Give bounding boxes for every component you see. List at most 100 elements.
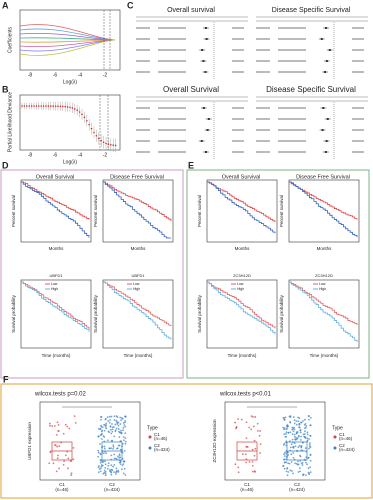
point (105, 427, 108, 430)
point (55, 433, 58, 436)
axes-frame (206, 179, 278, 243)
point (109, 428, 112, 431)
point (308, 443, 311, 446)
point (72, 458, 75, 461)
row-text (136, 140, 150, 142)
point (57, 424, 60, 426)
point (97, 451, 100, 454)
point (119, 416, 122, 419)
point (235, 427, 237, 430)
row-text (352, 49, 364, 51)
point (308, 445, 311, 448)
point (116, 455, 119, 458)
point (283, 419, 286, 421)
point (122, 429, 124, 432)
label: Percent survival (279, 195, 284, 227)
point (304, 436, 307, 439)
label: C1 (339, 432, 345, 437)
label: wilcox.tests p<0.01 (219, 392, 272, 398)
point (248, 426, 251, 429)
dot (114, 144, 117, 147)
row-text (256, 107, 270, 109)
row-text (352, 27, 364, 29)
dot (105, 142, 107, 145)
label: C1 (244, 482, 250, 487)
dot (74, 108, 76, 110)
point (115, 467, 118, 470)
panel-border (186, 169, 370, 379)
label: Months (317, 246, 333, 251)
point (109, 419, 111, 421)
point (204, 71, 207, 73)
row-text (352, 151, 364, 153)
point (104, 424, 106, 426)
point (108, 421, 111, 424)
dot (78, 111, 81, 113)
point (104, 417, 107, 420)
point (256, 422, 259, 425)
point (292, 456, 295, 459)
point (320, 38, 323, 40)
row-text (232, 118, 244, 120)
point (325, 60, 328, 62)
row-text (256, 151, 270, 153)
point (297, 420, 300, 423)
row-text (158, 27, 186, 29)
point (103, 471, 106, 474)
label: (n=46) (240, 487, 254, 492)
point (202, 107, 205, 109)
point (99, 434, 102, 436)
row-text (278, 60, 306, 62)
point (118, 430, 120, 433)
row-text (256, 49, 270, 51)
label: F (3, 374, 9, 384)
point (108, 447, 111, 450)
row-text (136, 27, 150, 29)
point (97, 449, 100, 452)
point (285, 461, 288, 464)
point (116, 416, 119, 419)
dot (110, 143, 112, 146)
point (306, 431, 309, 434)
label: High (133, 287, 140, 291)
point (53, 425, 56, 427)
label: -4 (78, 72, 83, 78)
point (117, 428, 120, 430)
point (120, 416, 123, 419)
axes-frame (20, 279, 92, 349)
point (297, 435, 300, 438)
row-text (136, 118, 150, 120)
point (202, 60, 205, 62)
point (122, 472, 125, 475)
label: Coefficients (7, 26, 13, 53)
point (289, 431, 292, 434)
label: Months (235, 246, 251, 251)
point (248, 461, 251, 463)
row-text (278, 27, 306, 29)
point (299, 470, 302, 473)
label: C (127, 0, 134, 10)
point (204, 27, 207, 29)
label: Type (147, 425, 158, 431)
point (252, 416, 254, 418)
point (321, 129, 324, 131)
dot (88, 123, 90, 126)
label: Months (49, 246, 65, 251)
point (305, 425, 308, 427)
label: Disease Specific Survival (272, 7, 351, 14)
point (104, 466, 107, 469)
point (237, 471, 240, 474)
dot (52, 105, 54, 107)
point (245, 421, 248, 424)
point (237, 466, 240, 469)
axes-frame (224, 401, 326, 481)
label: D (2, 160, 9, 170)
label: Disease Free Survival (296, 174, 350, 180)
label: Survival probability (279, 294, 284, 333)
row-text (232, 38, 244, 40)
point (295, 432, 298, 434)
point (112, 444, 115, 447)
point (297, 446, 300, 448)
point (113, 435, 116, 438)
point (104, 463, 107, 466)
